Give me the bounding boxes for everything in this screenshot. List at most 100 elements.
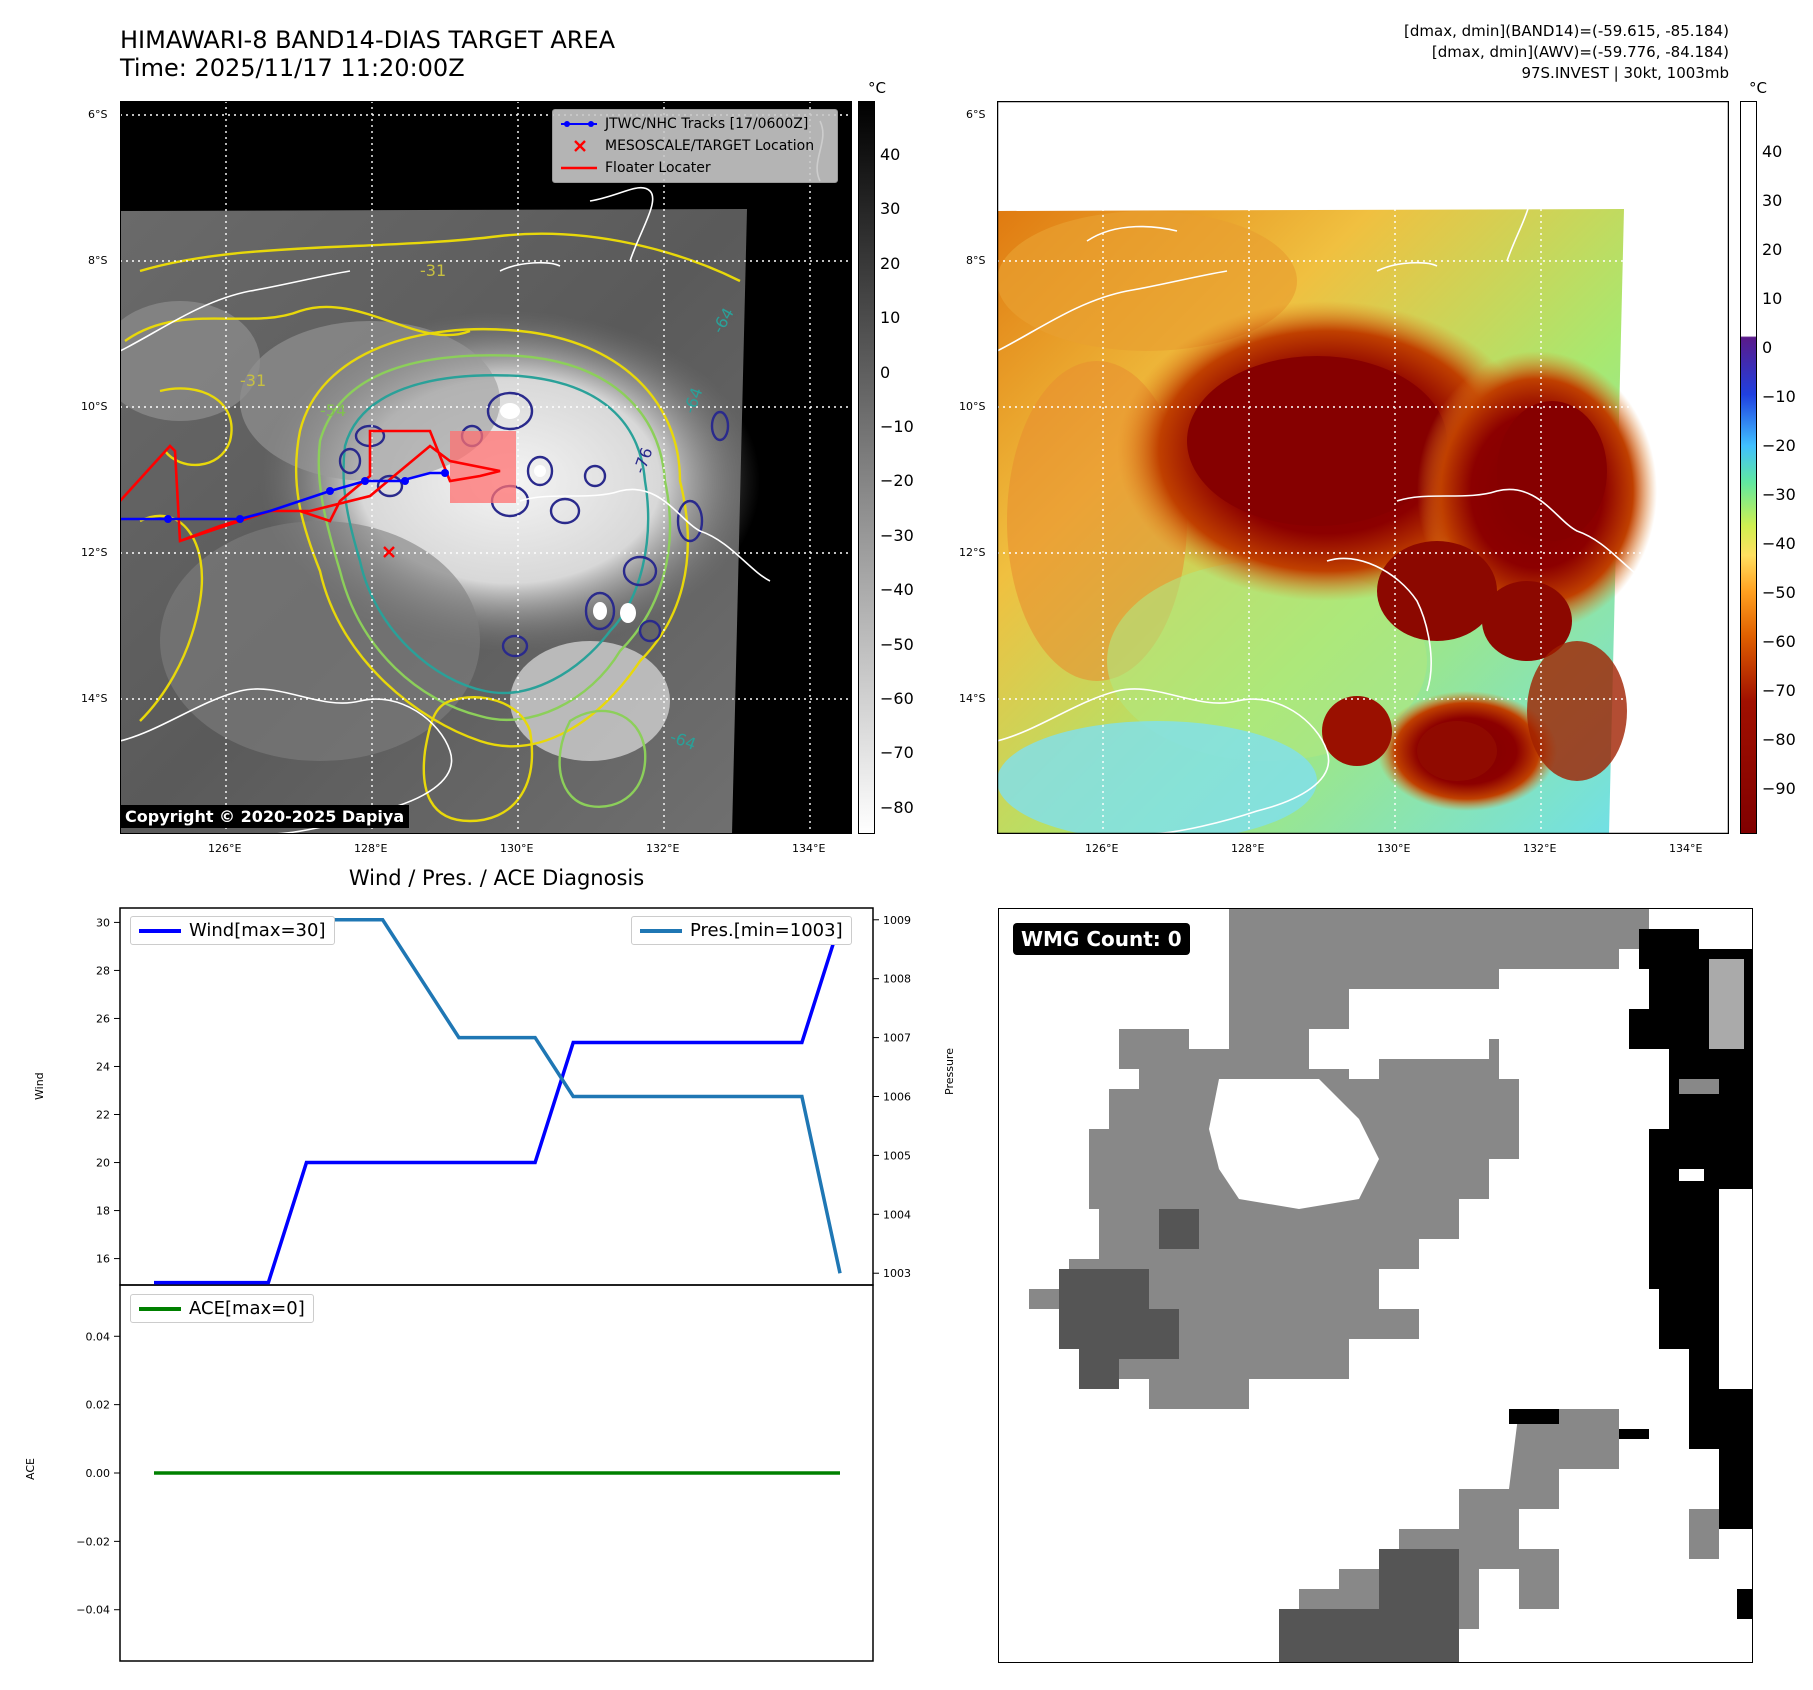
wmg-grid-svg — [1029, 909, 1752, 1662]
band14-map: -31 -31 -54 -64 -76 -64 -64 JTWC/NHC Tra… — [100, 101, 852, 835]
pressure-tick-label: 1003 — [883, 1267, 911, 1280]
contour-label: -54 — [320, 401, 347, 420]
lon-label: 126°E — [208, 842, 242, 855]
dmax-awv-text: [dmax, dmin](AWV)=(-59.776, -84.184) — [1431, 43, 1729, 61]
lat-label: 6°S — [88, 108, 108, 121]
ace-tick-label: −0.04 — [76, 1604, 110, 1617]
lat-label: 8°S — [88, 254, 108, 267]
map-legend: JTWC/NHC Tracks [17/0600Z] MESOSCALE/TAR… — [552, 109, 838, 183]
legend-target: MESOSCALE/TARGET Location — [559, 135, 831, 157]
colorbar-right-tick: −70 — [1762, 681, 1796, 700]
colorbar-right-unit: °C — [1749, 79, 1767, 97]
colorbar-right-tick: −50 — [1762, 583, 1796, 602]
colorbar-right-tick: −30 — [1762, 485, 1796, 504]
wind-ylabel: Wind — [33, 1072, 46, 1100]
colorbar-right-tick: −80 — [1762, 730, 1796, 749]
ace-legend-label: ACE[max=0] — [189, 1298, 305, 1319]
pressure-tick-label: 1006 — [883, 1091, 911, 1104]
ace-legend: ACE[max=0] — [130, 1294, 314, 1323]
colorbar-left-tick: 20 — [880, 253, 901, 273]
legend-tracks: JTWC/NHC Tracks [17/0600Z] — [559, 113, 831, 135]
lon-label-right: 130°E — [1377, 842, 1411, 855]
band14-map-frame — [120, 101, 852, 834]
colorbar-left-tick: 30 — [880, 199, 901, 219]
ace-tick-label: 0.04 — [86, 1330, 111, 1343]
ace-legend-swatch — [139, 1306, 181, 1311]
lat-label: 10°S — [81, 400, 108, 413]
pressure-tick-label: 1008 — [883, 973, 911, 986]
pres-legend-label: Pres.[min=1003] — [690, 920, 843, 941]
copyright-label: Copyright © 2020-2025 Dapiya — [120, 805, 410, 828]
wind-legend-swatch — [139, 928, 181, 933]
wind-tick-label: 22 — [96, 1109, 110, 1122]
lon-label: 132°E — [646, 842, 680, 855]
colorbar-right-tick: 10 — [1762, 289, 1783, 308]
lat-label-right: 12°S — [959, 546, 986, 559]
lat-label: 14°S — [81, 692, 108, 705]
colorbar-left-unit: °C — [868, 79, 886, 97]
colorbar-right-tick: 30 — [1762, 191, 1783, 210]
band14-map-svg — [100, 101, 852, 835]
colorbar-left-tick: 10 — [880, 308, 901, 328]
pres-legend: Pres.[min=1003] — [631, 916, 852, 945]
wind-legend: Wind[max=30] — [130, 916, 335, 945]
lon-label-right: 128°E — [1231, 842, 1265, 855]
colorbar-right — [1740, 101, 1757, 834]
colorbar-right-tick: 40 — [1762, 142, 1783, 161]
colorbar-left — [858, 101, 875, 834]
wind-tick-label: 18 — [96, 1205, 110, 1218]
lat-label-right: 10°S — [959, 400, 986, 413]
lon-label-right: 134°E — [1669, 842, 1703, 855]
pressure-tick-label: 1007 — [883, 1032, 911, 1045]
lon-label: 130°E — [500, 842, 534, 855]
legend-floater-label: Floater Locater — [605, 160, 711, 176]
wind-tick-label: 24 — [96, 1060, 110, 1073]
colorbar-left-tick: −40 — [880, 580, 914, 600]
wind-tick-label: 16 — [96, 1253, 110, 1266]
colorbar-left-tick: −70 — [880, 743, 914, 763]
pres-legend-swatch — [640, 928, 682, 933]
wmg-count-badge: WMG Count: 0 — [1013, 923, 1190, 955]
figure-title-line1: HIMAWARI-8 BAND14-DIAS TARGET AREA — [120, 26, 616, 54]
colorbar-right-tick: −10 — [1762, 387, 1796, 406]
contour-label: -31 — [240, 371, 267, 390]
lat-label: 12°S — [81, 546, 108, 559]
colorbar-left-tick: −20 — [880, 471, 914, 491]
lon-label: 128°E — [354, 842, 388, 855]
colorbar-left-tick: −60 — [880, 689, 914, 708]
colorbar-left-tick: −30 — [880, 525, 914, 545]
ace-tick-label: 0.00 — [86, 1467, 111, 1480]
colorbar-left-tick: −80 — [880, 797, 914, 817]
wind-legend-label: Wind[max=30] — [189, 920, 326, 941]
pressure-tick-label: 1004 — [883, 1208, 911, 1221]
lon-label-right: 126°E — [1085, 842, 1119, 855]
lat-label-right: 14°S — [959, 692, 986, 705]
pressure-tick-label: 1009 — [883, 914, 911, 927]
pressure-tick-label: 1005 — [883, 1149, 911, 1162]
awv-map — [996, 100, 1730, 841]
wind-series-line — [154, 921, 842, 1285]
wind-tick-label: 26 — [96, 1012, 110, 1025]
colorbar-left-tick: −50 — [880, 634, 914, 654]
legend-tracks-label: JTWC/NHC Tracks [17/0600Z] — [605, 116, 809, 132]
colorbar-left-tick: 40 — [880, 145, 901, 164]
colorbar-right-tick: −20 — [1762, 436, 1796, 455]
colorbar-left-tick: 0 — [880, 362, 891, 382]
ace-tick-label: 0.02 — [86, 1399, 111, 1412]
wmg-panel — [998, 908, 1753, 1663]
awv-map-svg — [996, 100, 1730, 841]
ace-tick-label: −0.02 — [76, 1535, 110, 1548]
dmax-band14-text: [dmax, dmin](BAND14)=(-59.615, -85.184) — [1404, 22, 1729, 40]
lon-label: 134°E — [792, 842, 826, 855]
target-location-marker — [383, 546, 395, 558]
legend-target-label: MESOSCALE/TARGET Location — [605, 138, 815, 154]
colorbar-right-tick: 0 — [1762, 338, 1773, 357]
legend-floater: Floater Locater — [559, 157, 831, 179]
wind-tick-label: 28 — [96, 964, 110, 977]
colorbar-right-tick: −40 — [1762, 534, 1796, 553]
diag-title: Wind / Pres. / ACE Diagnosis — [348, 866, 645, 890]
wind-tick-label: 20 — [96, 1157, 110, 1170]
figure-title-line2: Time: 2025/11/17 11:20:00Z — [120, 54, 465, 82]
lat-label-right: 6°S — [966, 108, 986, 121]
